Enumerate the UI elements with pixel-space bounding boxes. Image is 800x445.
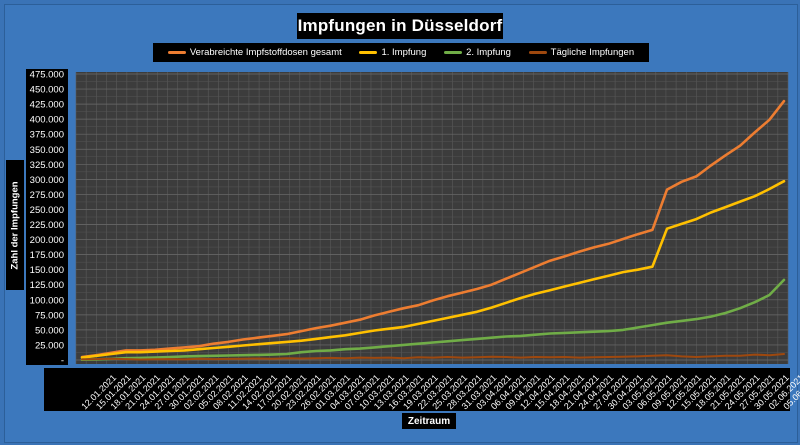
y-tick-label: 275.000 [30, 190, 64, 201]
y-tick-label: 150.000 [30, 265, 64, 276]
y-tick-label: 25.000 [35, 340, 64, 351]
x-axis-label-panel [44, 368, 790, 411]
y-tick-label: 225.000 [30, 220, 64, 231]
legend-item-daily: Tägliche Impfungen [528, 47, 635, 58]
legend-swatch-first [359, 51, 378, 54]
legend-item-total: Verabreichte Impfstoffdosen gesamt [167, 47, 342, 58]
y-tick-label: 400.000 [30, 115, 64, 126]
chart-title: Impfungen in Düsseldorf [297, 13, 503, 39]
legend-swatch-total [167, 51, 186, 54]
y-tick-label: 450.000 [30, 85, 64, 96]
y-axis-title: Zahl der Impfungen [6, 160, 24, 290]
legend-label-second: 2. Impfung [466, 47, 511, 58]
y-tick-label: 100.000 [30, 295, 64, 306]
y-tick-label: 350.000 [30, 145, 64, 156]
y-tick-label: 425.000 [30, 100, 64, 111]
legend-item-first: 1. Impfung [359, 47, 426, 58]
legend-label-total: Verabreichte Impfstoffdosen gesamt [189, 47, 342, 58]
series-line-0 [80, 99, 786, 359]
y-tick-label: - [61, 356, 64, 367]
series-line-2 [80, 278, 786, 361]
y-tick-label: 300.000 [30, 175, 64, 186]
legend-swatch-daily [528, 51, 547, 54]
legend-item-second: 2. Impfung [444, 47, 511, 58]
y-tick-label: 475.000 [30, 70, 64, 81]
chart-legend: Verabreichte Impfstoffdosen gesamt 1. Im… [153, 43, 649, 62]
y-tick-label: 175.000 [30, 250, 64, 261]
series-line-1 [80, 179, 786, 359]
y-tick-label: 250.000 [30, 205, 64, 216]
y-tick-label: 75.000 [35, 310, 64, 321]
x-axis-title: Zeitraum [402, 413, 456, 429]
legend-label-first: 1. Impfung [381, 47, 427, 58]
y-tick-label: 50.000 [35, 325, 64, 336]
series-line-3 [81, 353, 785, 361]
y-tick-label: 200.000 [30, 235, 64, 246]
y-axis-label-panel [26, 69, 68, 365]
y-tick-label: 375.000 [30, 130, 64, 141]
y-tick-label: 125.000 [30, 280, 64, 291]
legend-swatch-second [444, 51, 463, 54]
y-tick-label: 325.000 [30, 160, 64, 171]
legend-label-daily: Tägliche Impfungen [550, 47, 635, 58]
